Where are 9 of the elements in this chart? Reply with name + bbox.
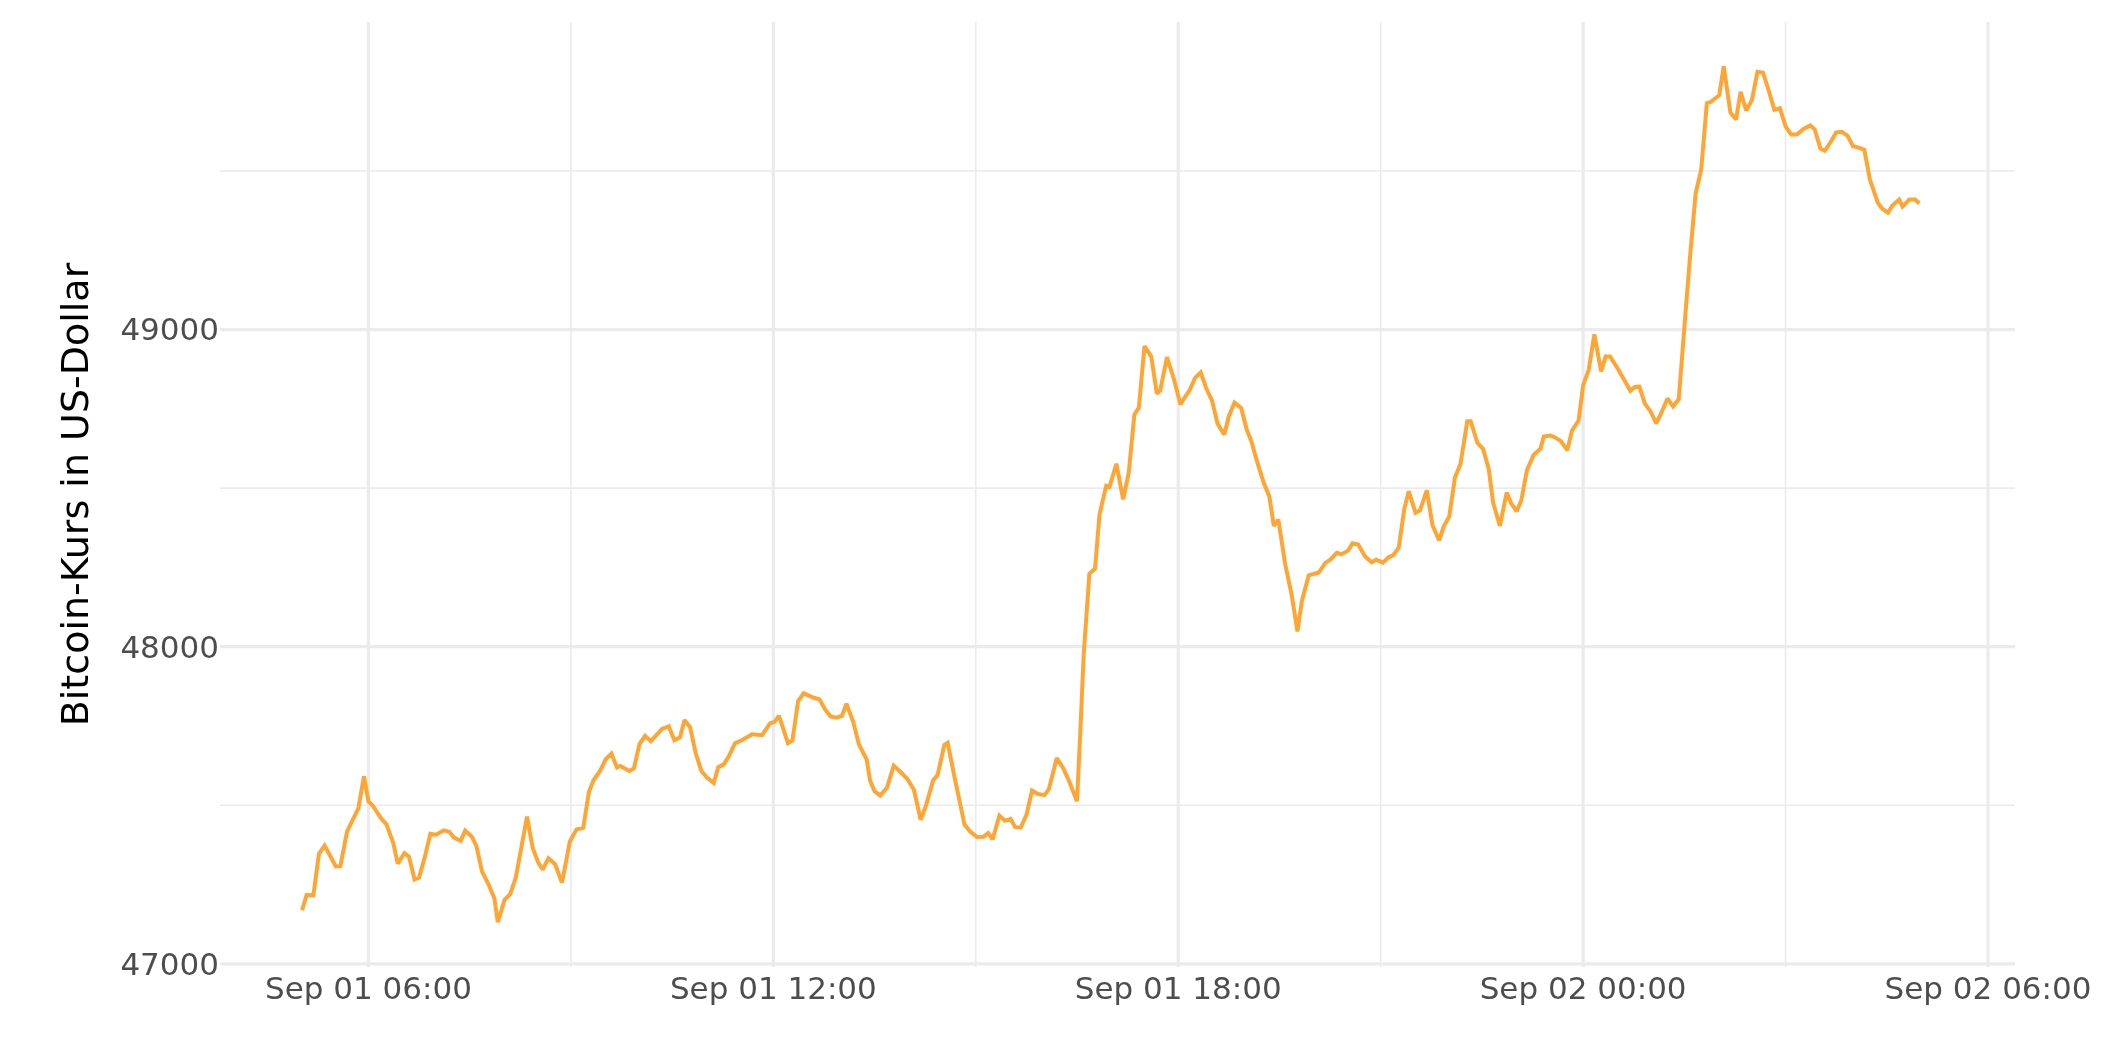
y-tick-label: 47000 <box>120 945 219 982</box>
y-tick-label: 49000 <box>120 311 219 348</box>
x-tick-label: Sep 01 06:00 <box>265 970 472 1006</box>
y-tick-label: 48000 <box>120 628 219 665</box>
y-axis-title: Bitcoin-Kurs in US-Dollar <box>52 262 97 727</box>
x-tick-label: Sep 01 18:00 <box>1074 970 1282 1006</box>
x-tick-label: Sep 02 06:00 <box>1884 970 2092 1006</box>
x-tick-label: Sep 02 00:00 <box>1479 970 1687 1006</box>
x-tick-label: Sep 01 12:00 <box>669 970 877 1006</box>
